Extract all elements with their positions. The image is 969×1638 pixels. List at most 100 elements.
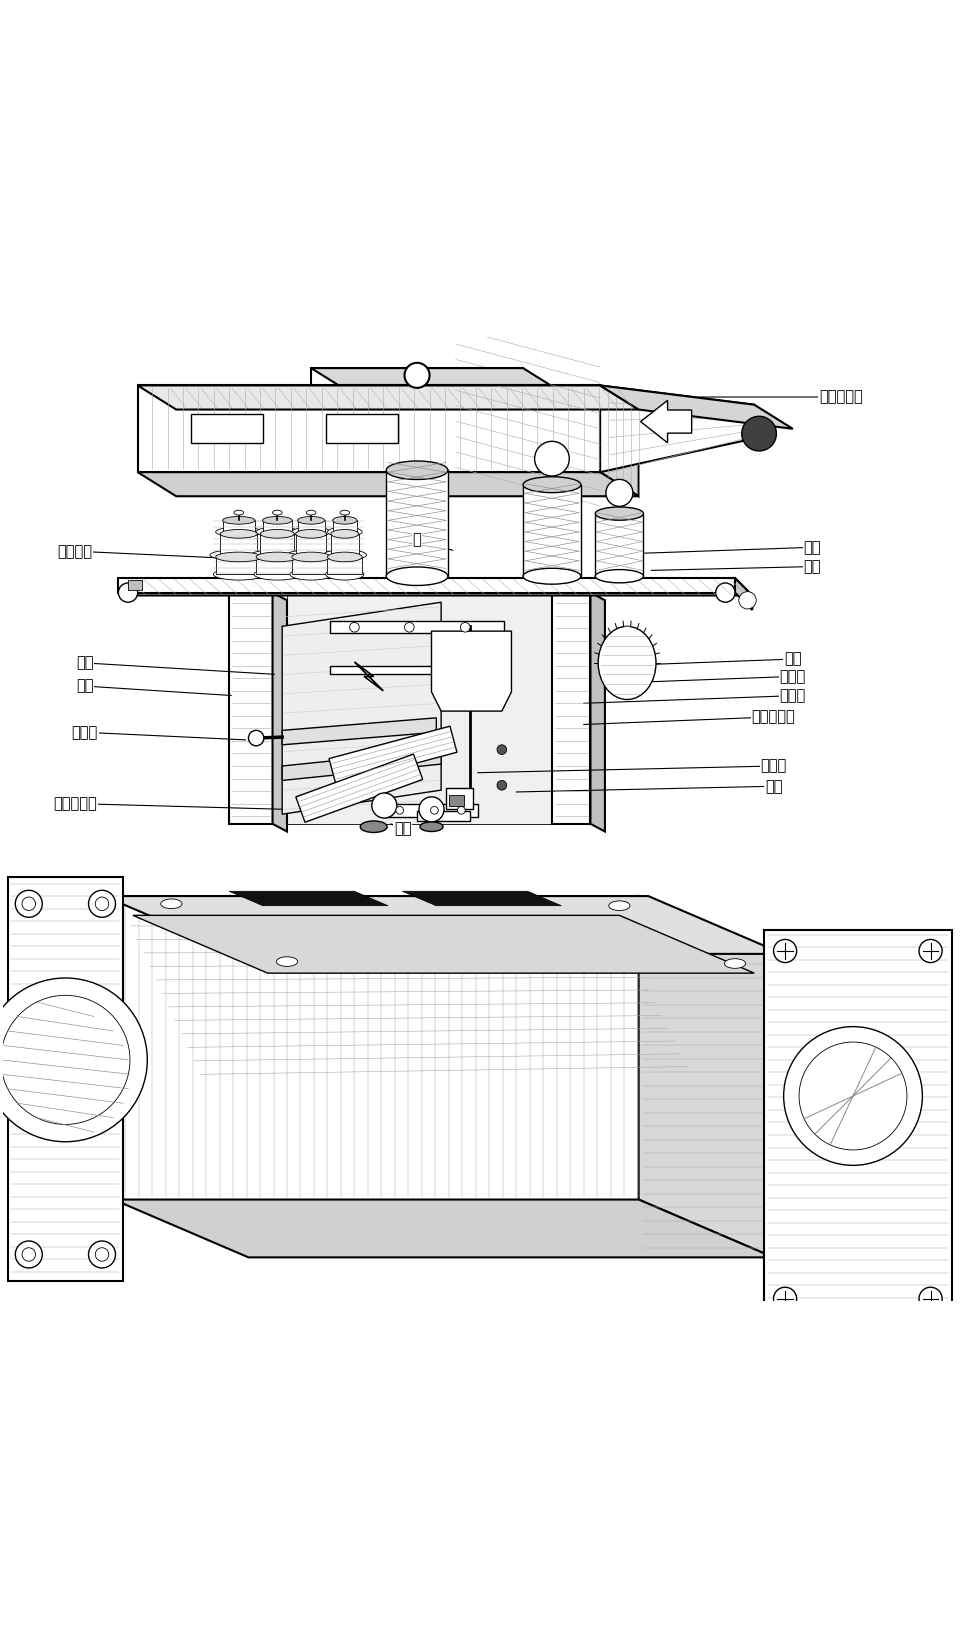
Ellipse shape	[725, 958, 745, 968]
Ellipse shape	[598, 626, 656, 699]
Polygon shape	[431, 631, 512, 711]
Bar	[332, 521, 357, 532]
Bar	[191, 414, 263, 444]
Bar	[223, 521, 255, 532]
Ellipse shape	[220, 529, 258, 539]
Circle shape	[396, 806, 403, 814]
Circle shape	[88, 891, 115, 917]
Polygon shape	[641, 400, 692, 442]
Polygon shape	[282, 750, 441, 780]
Ellipse shape	[261, 529, 295, 539]
Text: 指向储油柜: 指向储油柜	[819, 390, 862, 405]
Circle shape	[535, 441, 569, 477]
Text: 挡板: 挡板	[765, 778, 782, 794]
Text: 开口杯: 开口杯	[780, 688, 806, 703]
Text: 探针: 探针	[76, 655, 93, 670]
Ellipse shape	[216, 552, 262, 562]
Circle shape	[22, 1248, 36, 1261]
Ellipse shape	[234, 509, 243, 514]
Polygon shape	[402, 891, 561, 906]
Circle shape	[16, 891, 43, 917]
Bar	[828, 1319, 887, 1340]
Circle shape	[799, 1042, 907, 1150]
Polygon shape	[735, 578, 752, 609]
Ellipse shape	[256, 552, 298, 562]
Polygon shape	[138, 385, 600, 472]
Ellipse shape	[263, 516, 293, 524]
Polygon shape	[600, 385, 793, 429]
Circle shape	[16, 1242, 43, 1268]
Ellipse shape	[296, 529, 327, 539]
Circle shape	[457, 806, 465, 814]
Text: 上磁铁: 上磁铁	[780, 668, 806, 685]
Ellipse shape	[210, 550, 267, 560]
Ellipse shape	[306, 509, 316, 514]
Polygon shape	[138, 472, 639, 496]
Text: 调节杆: 调节杆	[72, 724, 98, 740]
Text: 顶针: 顶针	[803, 541, 821, 555]
Ellipse shape	[387, 460, 448, 480]
Circle shape	[784, 1027, 922, 1165]
Circle shape	[919, 940, 942, 963]
Circle shape	[248, 731, 264, 745]
Bar	[330, 665, 489, 675]
Ellipse shape	[216, 527, 262, 537]
Bar	[263, 521, 293, 532]
Polygon shape	[296, 753, 422, 822]
Ellipse shape	[595, 508, 643, 521]
Circle shape	[404, 362, 429, 388]
Bar	[552, 593, 590, 824]
Bar	[128, 580, 142, 590]
Polygon shape	[600, 385, 639, 496]
Text: 出线端子: 出线端子	[57, 544, 92, 559]
Polygon shape	[590, 593, 605, 832]
Polygon shape	[118, 578, 735, 593]
Bar	[216, 557, 262, 575]
Circle shape	[741, 416, 776, 450]
Polygon shape	[113, 1199, 773, 1258]
Bar	[330, 621, 504, 632]
Circle shape	[404, 622, 414, 632]
Bar	[449, 794, 464, 806]
Text: 下干簧接点: 下干簧接点	[53, 796, 97, 811]
Ellipse shape	[328, 552, 362, 562]
Ellipse shape	[340, 509, 350, 514]
Bar	[595, 514, 643, 577]
Circle shape	[419, 796, 444, 822]
Ellipse shape	[523, 568, 580, 585]
Ellipse shape	[161, 899, 182, 909]
Polygon shape	[229, 891, 388, 906]
Circle shape	[738, 591, 756, 609]
Ellipse shape	[256, 527, 298, 537]
Polygon shape	[282, 717, 436, 745]
Circle shape	[430, 806, 438, 814]
Text: 螺杆: 螺杆	[393, 821, 412, 835]
Bar	[446, 788, 473, 809]
Bar	[256, 557, 298, 575]
Circle shape	[88, 1242, 115, 1268]
Ellipse shape	[523, 477, 580, 493]
Ellipse shape	[595, 570, 643, 583]
Bar	[328, 557, 362, 575]
Circle shape	[497, 780, 507, 790]
Circle shape	[773, 1287, 797, 1310]
Ellipse shape	[387, 567, 448, 585]
Bar	[287, 593, 552, 824]
Text: 上干簧接点: 上干簧接点	[752, 709, 796, 724]
Circle shape	[497, 745, 507, 755]
Circle shape	[460, 622, 470, 632]
Polygon shape	[639, 896, 773, 1258]
Circle shape	[95, 1248, 109, 1261]
Bar	[417, 811, 470, 821]
Bar	[261, 534, 295, 555]
Ellipse shape	[276, 957, 297, 966]
Polygon shape	[104, 896, 783, 953]
Polygon shape	[272, 593, 287, 832]
Circle shape	[372, 793, 397, 817]
Ellipse shape	[292, 552, 330, 562]
Text: 罩: 罩	[413, 532, 422, 547]
Ellipse shape	[297, 516, 325, 524]
Polygon shape	[133, 916, 754, 973]
Polygon shape	[764, 930, 952, 1320]
Ellipse shape	[290, 568, 332, 580]
